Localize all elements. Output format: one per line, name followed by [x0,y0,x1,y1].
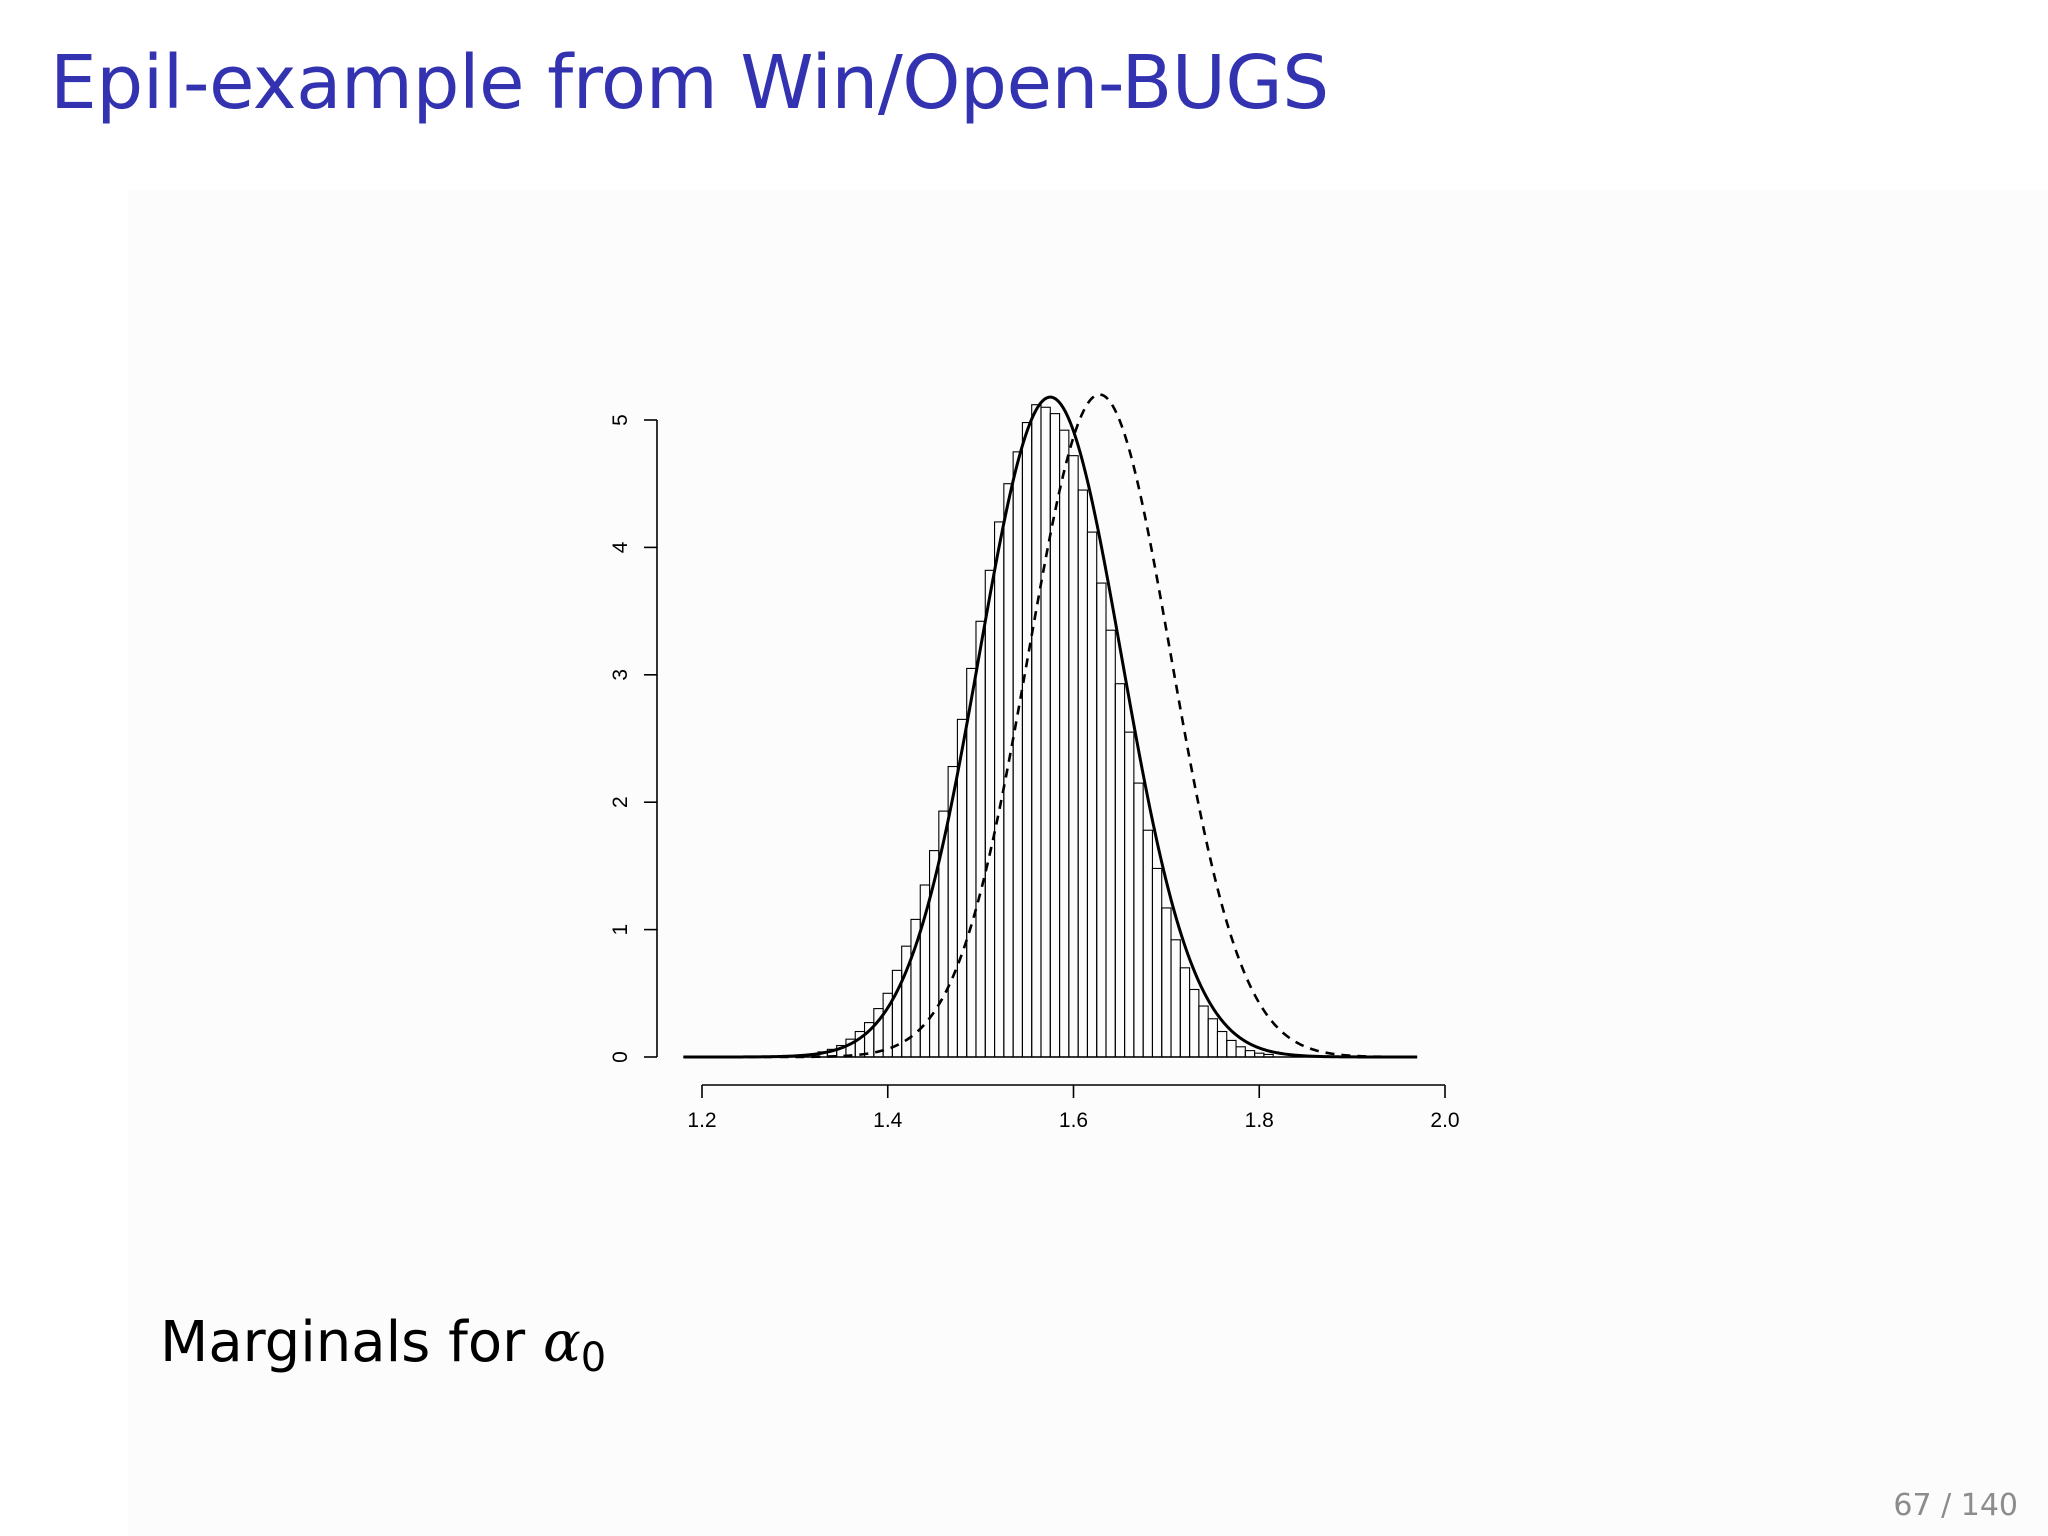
histogram-bar [1235,1046,1246,1058]
x-tick-label: 1.6 [1059,1109,1088,1132]
histogram-bar [1105,629,1116,1058]
y-axis: 0 1 2 3 4 5 [609,414,658,1063]
page-number: 67 / 140 [1893,1488,2018,1523]
histogram-bar [1021,421,1033,1058]
histogram-bar [1077,489,1088,1058]
histogram-bar [1179,967,1191,1058]
histogram-bar [1170,939,1181,1058]
x-tick-label: 1.2 [687,1109,716,1132]
histogram-bar [984,569,996,1058]
histogram-bar [1142,829,1153,1058]
y-tick-label: 2 [609,796,632,808]
histogram-bar [1086,531,1098,1058]
x-tick-label: 1.8 [1245,1109,1274,1132]
histogram-bar [1226,1039,1237,1058]
histogram-bar [1040,406,1051,1058]
alpha-subscript: 0 [580,1335,607,1381]
slide-title: Epil-example from Win/Open-BUGS [50,40,1329,126]
histogram-bar [1263,1053,1274,1058]
alpha-symbol: α [542,1310,581,1375]
y-tick-label: 0 [609,1051,632,1063]
histogram-bar [1161,907,1172,1058]
density-curves [683,393,1418,1059]
histogram-bars [683,404,1418,1058]
y-tick-label: 3 [609,669,632,681]
histogram-bar [1207,1018,1219,1058]
dashed-density-curve [683,393,1418,1059]
histogram-chart: 0 1 2 3 4 5 1.2 1.4 1.6 1.8 2.0 [609,393,1460,1132]
caption-text: Marginals for [160,1310,526,1375]
histogram-bar [1059,429,1070,1058]
y-tick-label: 4 [609,541,632,553]
y-tick-label: 5 [609,414,632,426]
histogram-bar [1151,867,1163,1058]
x-tick-label: 2.0 [1430,1109,1459,1132]
slide-background [128,190,2048,1536]
histogram-bar [1114,683,1126,1058]
histogram-bar [1133,782,1144,1058]
y-tick-label: 1 [609,924,632,936]
histogram-bar [1216,1030,1228,1058]
histogram-bar [1068,455,1079,1058]
x-tick-label: 1.4 [873,1109,903,1132]
histogram-bar [1012,451,1023,1058]
histogram-bar [1031,404,1042,1058]
histogram-bar [975,620,986,1058]
histogram-bar [1189,988,1200,1058]
histogram-bar [1244,1050,1256,1058]
histogram-bar [966,667,977,1058]
histogram-bar [1198,1005,1209,1058]
histogram-bar [1096,582,1107,1058]
x-axis: 1.2 1.4 1.6 1.8 2.0 [687,1084,1460,1132]
slide-caption: Marginals for α0 [160,1310,606,1381]
posterior-density-curve [683,395,1418,1059]
histogram-bar [1124,731,1135,1058]
histogram-bar [1049,413,1061,1058]
